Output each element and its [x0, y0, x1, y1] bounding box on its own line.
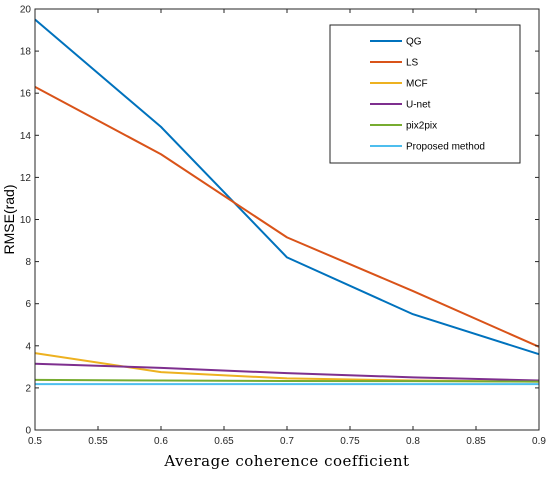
x-tick-label: 0.85: [466, 436, 486, 447]
y-tick-label: 14: [20, 131, 32, 142]
x-tick-label: 0.75: [340, 436, 360, 447]
x-tick-label: 0.5: [28, 436, 42, 447]
series-line-qg: [34, 18, 540, 356]
series-layer: [34, 18, 540, 386]
x-tick-label: 0.7: [280, 436, 294, 447]
y-tick-label: 10: [20, 215, 32, 226]
legend-label-proposed-method: Proposed method: [406, 142, 485, 153]
y-tick-label: 18: [20, 47, 32, 58]
legend: QG LS MCF U-net pix2pix Proposed method: [329, 24, 521, 164]
x-axis-title: Average coherence coefficient: [163, 452, 409, 470]
y-tick-label: 6: [25, 299, 31, 310]
legend-label-pix2pix: pix2pix: [406, 121, 437, 132]
x-tick-label: 0.8: [406, 436, 420, 447]
y-axis-title: RMSE(rad): [1, 184, 17, 254]
series-line-pix2pix: [34, 378, 540, 383]
x-tick-label: 0.65: [214, 436, 234, 447]
series-line-ls: [34, 85, 540, 348]
y-tick-label: 4: [25, 341, 31, 352]
y-tick-label: 16: [20, 89, 32, 100]
axis-ticks: 0.5 0.55 0.6 0.65 0.7 0.75 0.8 0.85 0.9 0 2 4 6 8 10 12…: [20, 5, 547, 448]
y-tick-label: 2: [25, 383, 31, 394]
legend-label-u-net: U-net: [406, 100, 431, 111]
x-tick-label: 0.6: [154, 436, 168, 447]
y-tick-label: 0: [25, 426, 31, 437]
y-tick-label: 20: [20, 5, 32, 16]
legend-label-ls: LS: [406, 58, 419, 69]
y-tick-label: 12: [20, 173, 32, 184]
legend-label-mcf: MCF: [406, 79, 428, 90]
x-tick-label: 0.55: [88, 436, 108, 447]
y-tick-label: 8: [25, 257, 31, 268]
legend-label-qg: QG: [406, 37, 422, 48]
x-tick-label: 0.9: [532, 436, 546, 447]
legend-box: [329, 24, 521, 164]
series-line-u-net: [34, 362, 540, 382]
